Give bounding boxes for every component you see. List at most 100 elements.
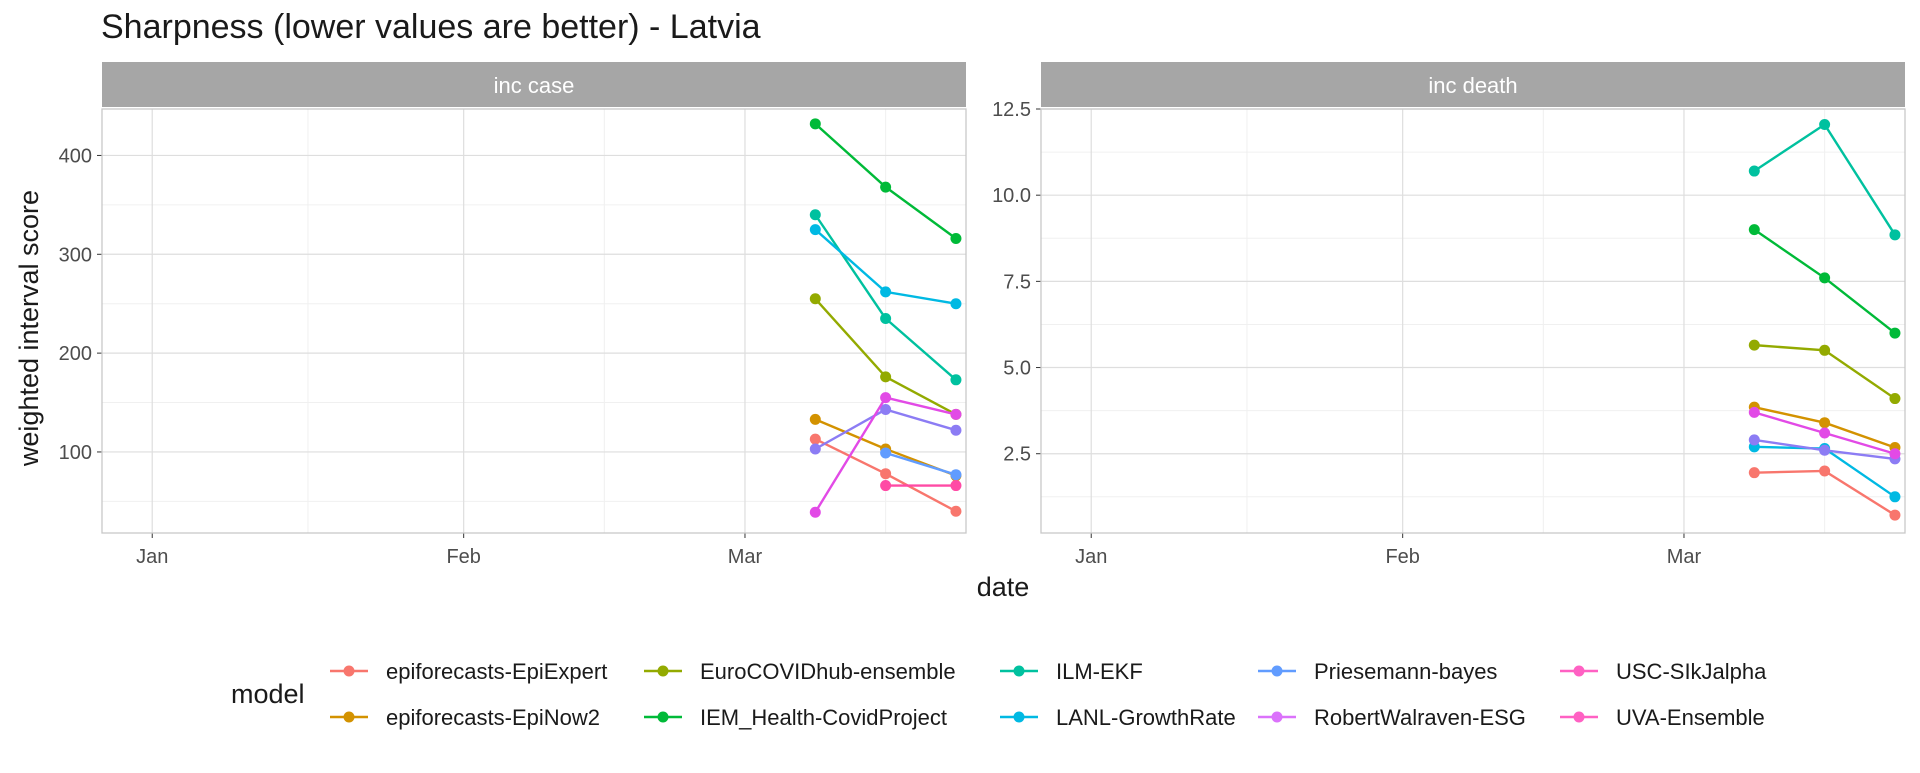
legend-key-point xyxy=(1013,711,1025,723)
legend-label: RobertWalraven-ESG xyxy=(1314,705,1526,730)
legend-item-usc-sikjalpha: USC-SIkJalpha xyxy=(1560,659,1767,684)
legend-label: IEM_Health-CovidProject xyxy=(700,705,947,730)
data-point xyxy=(950,232,962,244)
x-axis-label: date xyxy=(977,572,1030,602)
data-point xyxy=(1889,229,1901,241)
legend-key-point xyxy=(1573,665,1585,677)
series-line xyxy=(885,451,957,476)
legend-key-point xyxy=(657,711,669,723)
data-point xyxy=(1748,224,1760,236)
y-tick-label: 7.5 xyxy=(1003,271,1031,293)
data-point xyxy=(880,313,892,325)
plot-area xyxy=(102,109,966,533)
data-point xyxy=(809,224,821,236)
data-point xyxy=(950,424,962,436)
data-point xyxy=(1819,465,1831,477)
series-ilm-ekf xyxy=(1748,119,1901,241)
data-point xyxy=(809,293,821,305)
series-iem-health-covidproject xyxy=(1748,224,1901,339)
data-point xyxy=(880,392,892,404)
x-tick-label: Jan xyxy=(136,546,168,568)
plot-area xyxy=(1041,109,1905,533)
data-point xyxy=(1889,491,1901,503)
data-point xyxy=(1819,272,1831,284)
series-epiforecasts-epiexpert xyxy=(1748,465,1901,521)
series-eurocovidhub-ensemble xyxy=(1748,339,1901,405)
data-point xyxy=(1748,339,1760,351)
series-epiforecasts-epiexpert xyxy=(809,433,962,517)
legend-item-epiforecasts-epinow2: epiforecasts-EpiNow2 xyxy=(330,705,600,730)
series-lanl-growthrate xyxy=(809,224,962,310)
data-point xyxy=(1819,417,1831,429)
facet-strip xyxy=(102,62,966,107)
data-point xyxy=(880,447,892,459)
legend-item-priesemann-bayes: Priesemann-bayes xyxy=(1258,659,1497,684)
legend-label: UVA-Ensemble xyxy=(1616,705,1765,730)
y-tick-label: 2.5 xyxy=(1003,444,1031,466)
legend-item-robertwalraven-esg: RobertWalraven-ESG xyxy=(1258,705,1526,730)
data-point xyxy=(809,433,821,445)
y-tick-label: 200 xyxy=(59,343,92,365)
legend-label: LANL-GrowthRate xyxy=(1056,705,1236,730)
data-point xyxy=(950,408,962,420)
data-point xyxy=(809,443,821,455)
y-tick-label: 5.0 xyxy=(1003,358,1031,380)
series-uva-ensemble xyxy=(880,480,962,492)
data-point xyxy=(1819,119,1831,131)
x-tick-label: Mar xyxy=(728,546,763,568)
panel-border xyxy=(101,108,967,534)
legend-item-epiforecasts-epiexpert: epiforecasts-EpiExpert xyxy=(330,659,607,684)
legend-label: EuroCOVIDhub-ensemble xyxy=(700,659,956,684)
data-point xyxy=(809,209,821,221)
panels-layer: inc case 100 200 300 400 Jan Feb Mar inc death 2.… xyxy=(59,62,1906,568)
legend-key-point xyxy=(1271,665,1283,677)
data-point xyxy=(1748,434,1760,446)
data-point xyxy=(950,480,962,492)
data-point xyxy=(950,298,962,310)
data-point xyxy=(1889,393,1901,405)
x-tick-label: Jan xyxy=(1075,546,1107,568)
data-point xyxy=(880,468,892,480)
y-tick-label: 12.5 xyxy=(992,99,1031,121)
data-point xyxy=(1748,467,1760,479)
legend-key-point xyxy=(343,711,355,723)
legend-key-point xyxy=(1013,665,1025,677)
data-point xyxy=(880,480,892,492)
data-point xyxy=(1819,344,1831,356)
x-tick-label: Feb xyxy=(446,546,480,568)
series-iem-health-covidproject xyxy=(809,118,962,244)
legend-item-ilm-ekf: ILM-EKF xyxy=(1000,659,1143,684)
legend-item-lanl-growthrate: LANL-GrowthRate xyxy=(1000,705,1236,730)
data-point xyxy=(1889,327,1901,339)
legend-title: model xyxy=(231,679,305,709)
y-tick-label: 100 xyxy=(59,442,92,464)
legend-label: Priesemann-bayes xyxy=(1314,659,1497,684)
data-point xyxy=(809,118,821,130)
x-tick-label: Mar xyxy=(1667,546,1702,568)
legend-key-point xyxy=(343,665,355,677)
panel-border xyxy=(1040,108,1906,534)
legend-label: epiforecasts-EpiExpert xyxy=(386,659,607,684)
data-point xyxy=(1889,509,1901,521)
legend-item-iem-health-covidproject: IEM_Health-CovidProject xyxy=(644,705,947,730)
x-tick-label: Feb xyxy=(1385,546,1419,568)
data-point xyxy=(950,505,962,517)
series-usc-sikjalpha xyxy=(809,392,962,518)
data-point xyxy=(880,181,892,193)
data-point xyxy=(950,469,962,481)
legend-label: epiforecasts-EpiNow2 xyxy=(386,705,600,730)
legend-label: USC-SIkJalpha xyxy=(1616,659,1767,684)
facet-panel-1: inc death 2.5 5.0 7.5 10.0 12.5 Jan Feb Mar xyxy=(992,62,1906,568)
data-point xyxy=(880,371,892,383)
facet-strip-label: inc case xyxy=(494,73,575,98)
legend-label: ILM-EKF xyxy=(1056,659,1143,684)
legend-key-point xyxy=(657,665,669,677)
data-point xyxy=(880,286,892,298)
data-point xyxy=(809,413,821,425)
series-robertwalraven-esg xyxy=(809,403,962,455)
y-tick-label: 10.0 xyxy=(992,185,1031,207)
data-point xyxy=(1819,444,1831,456)
chart-title: Sharpness (lower values are better) - La… xyxy=(101,8,761,46)
